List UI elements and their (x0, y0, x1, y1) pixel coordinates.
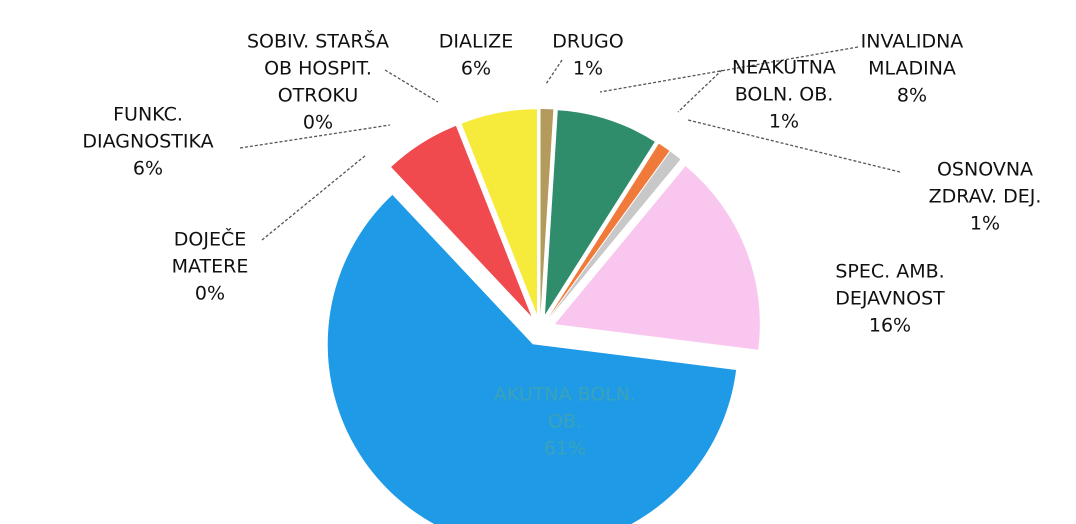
slice-label: DEJAVNOST (835, 288, 945, 310)
slice-label: ZDRAV. DEJ. (929, 186, 1042, 208)
pie-slice (544, 110, 655, 315)
value-label: 0% (195, 283, 225, 305)
value-label: 1% (573, 58, 603, 80)
slice-label: INVALIDNA (861, 31, 964, 53)
value-label: 0% (303, 112, 333, 134)
slice-label: SOBIV. STARŠA (247, 29, 389, 53)
pie-slice (327, 194, 737, 524)
slice-label: AKUTNA BOLN. (494, 384, 636, 406)
slice-label: DRUGO (552, 31, 623, 53)
leader-line (545, 59, 563, 85)
leader-line (384, 69, 439, 103)
slice-label: BOLN. OB. (735, 84, 834, 106)
leader-line (599, 46, 859, 93)
value-label: 61% (544, 438, 586, 460)
slice-label: DIAGNOSTIKA (82, 131, 213, 153)
leader-line (677, 69, 723, 113)
value-label: 1% (769, 111, 799, 133)
slice-label: MLADINA (868, 58, 956, 80)
slice-label: FUNKC. (113, 104, 183, 126)
slice-label: DOJEČE (174, 227, 246, 251)
value-label: 8% (897, 85, 927, 107)
slice-label: OSNOVNA (937, 159, 1033, 181)
pie-slice (461, 109, 538, 315)
pie-slice (554, 166, 760, 350)
pie-slice (391, 125, 532, 317)
slice-label: DIALIZE (439, 31, 513, 53)
leader-line (687, 119, 901, 173)
pie-slice (549, 151, 681, 318)
slice-label: SPEC. AMB. (835, 261, 944, 283)
slice-label: OB HOSPIT. (264, 58, 372, 80)
value-label: 6% (461, 58, 491, 80)
leader-line (239, 124, 391, 149)
value-label: 16% (869, 315, 911, 337)
pie-slice (388, 168, 530, 319)
slice-label: OB. (548, 411, 582, 433)
value-label: 1% (970, 213, 1000, 235)
value-label: 6% (133, 158, 163, 180)
pie-slice (548, 143, 670, 317)
slice-label: OTROKU (278, 85, 359, 107)
leader-line (261, 154, 367, 241)
slice-label: NEAKUTNA (732, 57, 836, 79)
slice-label: MATERE (172, 256, 249, 278)
pie-slice (540, 109, 554, 315)
